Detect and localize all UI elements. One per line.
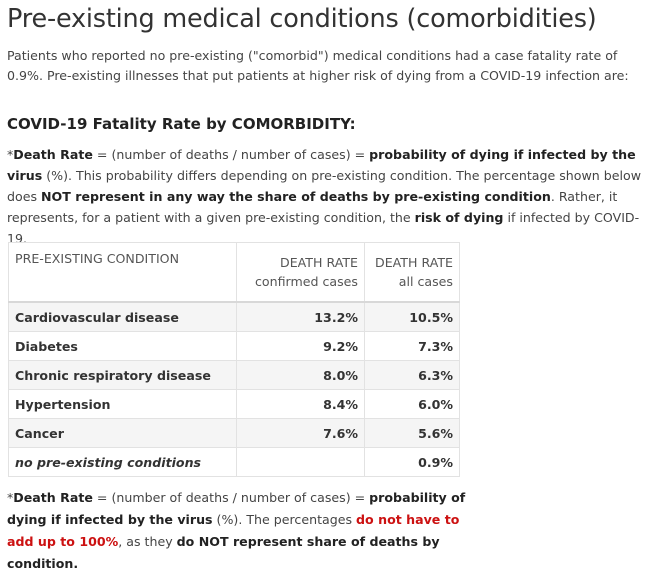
header-col1-line2: confirmed cases: [254, 274, 358, 289]
note-definition: = (number of deaths / number of cases) =: [92, 147, 370, 162]
header-col2-line2: all cases: [398, 274, 453, 289]
note-probability: probability of dying if infected by the …: [7, 147, 636, 183]
row-rate-all: 6.3%: [364, 360, 460, 390]
note-term: Death Rate: [13, 147, 93, 162]
row-rate-all: 7.3%: [364, 331, 460, 361]
note-asterisk: *: [7, 147, 14, 162]
row-rate-confirmed: [236, 447, 365, 477]
foot-asterisk: *: [7, 490, 14, 505]
note-not-represent: NOT represent in any way the share of de…: [41, 189, 551, 204]
intro-paragraph: Patients who reported no pre-existing ("…: [7, 46, 643, 86]
death-rate-note: *Death Rate = (number of deaths / number…: [7, 144, 645, 249]
note-text-2: . Rather, it represents, for a patient w…: [7, 189, 618, 225]
header-condition: PRE-EXISTING CONDITION: [8, 242, 237, 303]
table-row: Chronic respiratory disease 8.0% 6.3%: [8, 360, 460, 390]
foot-bold-emphasis: do NOT represent share of deaths by cond…: [7, 534, 440, 571]
header-col1-line1: DEATH RATE: [280, 255, 358, 270]
header-death-rate-confirmed: DEATH RATE confirmed cases: [236, 242, 365, 303]
foot-text-2: , as they: [118, 534, 177, 549]
row-condition: Cardiovascular disease: [8, 301, 237, 332]
header-death-rate-all: DEATH RATE all cases: [364, 242, 460, 303]
row-condition: Hypertension: [8, 389, 237, 419]
table-row: Hypertension 8.4% 6.0%: [8, 389, 460, 419]
row-rate-all: 6.0%: [364, 389, 460, 419]
foot-text-1: (%). The percentages: [212, 512, 357, 527]
foot-red-emphasis: do not have to add up to 100%: [7, 512, 460, 549]
fatality-rate-table: PRE-EXISTING CONDITION DEATH RATE confirm…: [8, 242, 460, 477]
table-row: Cancer 7.6% 5.6%: [8, 418, 460, 448]
section-heading: COVID-19 Fatality Rate by COMORBIDITY:: [7, 115, 356, 133]
row-rate-confirmed: 7.6%: [236, 418, 365, 448]
row-rate-confirmed: 8.4%: [236, 389, 365, 419]
row-rate-all: 0.9%: [364, 447, 460, 477]
row-condition: no pre-existing conditions: [8, 447, 237, 477]
intro-line-2: 0.9%. Pre-existing illnesses that put pa…: [7, 68, 629, 83]
note-text-1: (%). This probability differs depending …: [7, 168, 642, 204]
foot-term: Death Rate: [13, 490, 93, 505]
row-condition: Cancer: [8, 418, 237, 448]
page-title: Pre-existing medical conditions (comorbi…: [7, 4, 597, 34]
row-rate-confirmed: 9.2%: [236, 331, 365, 361]
foot-definition: = (number of deaths / number of cases) =: [92, 490, 370, 505]
row-rate-all: 10.5%: [364, 301, 460, 332]
foot-probability: probability of dying if infected by the …: [7, 490, 466, 527]
header-col2-line1: DEATH RATE: [375, 255, 453, 270]
row-rate-confirmed: 13.2%: [236, 301, 365, 332]
row-rate-all: 5.6%: [364, 418, 460, 448]
row-condition: Chronic respiratory disease: [8, 360, 237, 390]
footnote: *Death Rate = (number of deaths / number…: [7, 487, 467, 575]
table-row: no pre-existing conditions 0.9%: [8, 447, 460, 477]
table-row: Cardiovascular disease 13.2% 10.5%: [8, 301, 460, 332]
row-rate-confirmed: 8.0%: [236, 360, 365, 390]
row-condition: Diabetes: [8, 331, 237, 361]
table-header-row: PRE-EXISTING CONDITION DEATH RATE confirm…: [8, 242, 460, 303]
intro-line-1: Patients who reported no pre-existing ("…: [7, 48, 618, 63]
table-row: Diabetes 9.2% 7.3%: [8, 331, 460, 361]
note-risk: risk of dying: [414, 210, 504, 225]
